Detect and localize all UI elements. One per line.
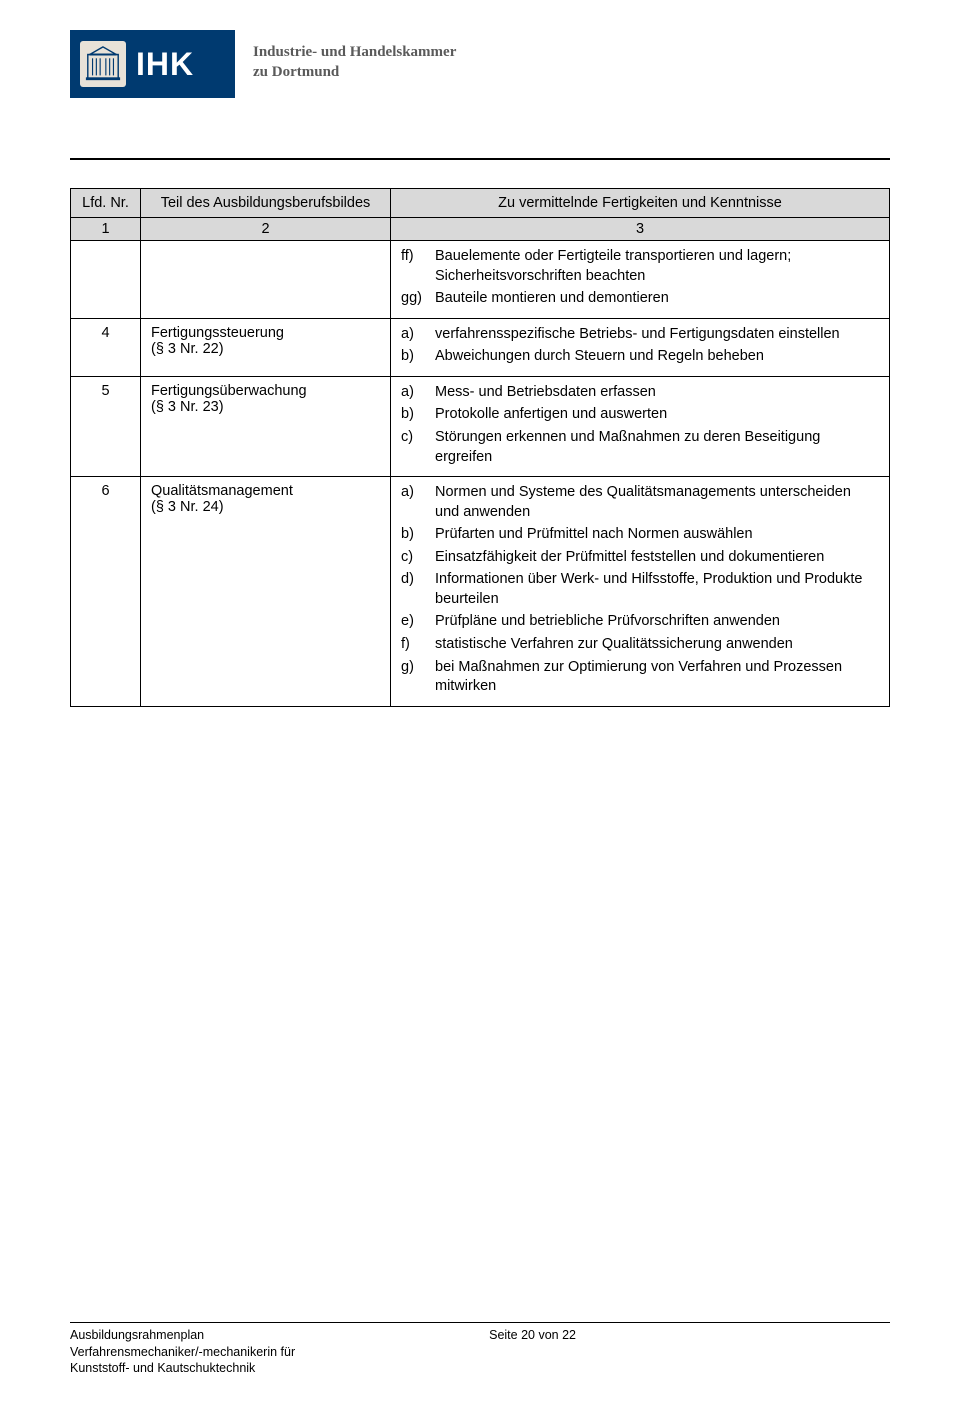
skill-label: b) (401, 525, 427, 545)
building-icon (80, 41, 126, 87)
skill-text: Mess- und Betriebsdaten erfassen (435, 383, 656, 403)
skill-item: b) Protokolle anfertigen und auswerten (401, 405, 879, 425)
footer-line2: Verfahrensmechaniker/-mechanikerin für (70, 1344, 295, 1360)
skill-text: Prüfarten und Prüfmittel nach Normen aus… (435, 525, 753, 545)
cell-skills: ff) Bauelemente oder Fertigteile transpor… (391, 241, 890, 319)
skill-item: d)Informationen über Werk- und Hilfsstof… (401, 570, 879, 609)
org-line2: zu Dortmund (253, 62, 456, 82)
skill-text: Abweichungen durch Steuern und Regeln be… (435, 347, 764, 367)
skill-item: gg) Bauteile montieren und demontieren (401, 289, 879, 309)
skill-text: Prüfpläne und betriebliche Prüfvorschrif… (435, 612, 780, 632)
skill-label: c) (401, 548, 427, 568)
cell-nr: 5 (71, 376, 141, 476)
skill-label: c) (401, 428, 427, 467)
skill-label: b) (401, 347, 427, 367)
skill-text: verfahrensspezifische Betriebs- und Fert… (435, 325, 840, 345)
footer-line1: Ausbildungsrahmenplan (70, 1327, 295, 1343)
th-nr: Lfd. Nr. (71, 189, 141, 218)
skill-label: ff) (401, 247, 427, 286)
th-teil: Teil des Ausbildungsberufsbildes (141, 189, 391, 218)
skill-item: b) Abweichungen durch Steuern und Regeln … (401, 347, 879, 367)
skill-label: a) (401, 483, 427, 522)
skill-text: statistische Verfahren zur Qualitätssich… (435, 635, 793, 655)
colnum-2: 2 (141, 218, 391, 241)
skill-item: f) statistische Verfahren zur Qualitätssi… (401, 635, 879, 655)
colnum-3: 3 (391, 218, 890, 241)
skill-label: a) (401, 383, 427, 403)
skill-text: bei Maßnahmen zur Optimierung von Verfah… (435, 658, 879, 697)
skill-item: c) Einsatzfähigkeit der Prüfmittel festst… (401, 548, 879, 568)
th-skills: Zu vermittelnde Fertigkeiten und Kenntni… (391, 189, 890, 218)
cell-nr: 6 (71, 477, 141, 707)
divider-bottom (70, 1322, 890, 1323)
skill-text: Normen und Systeme des Qualitätsmanageme… (435, 483, 879, 522)
skill-item: c)Störungen erkennen und Maßnahmen zu de… (401, 428, 879, 467)
cell-teil (141, 241, 391, 319)
skill-text: Bauteile montieren und demontieren (435, 289, 669, 309)
cell-nr (71, 241, 141, 319)
cell-teil: Qualitätsmanagement (§ 3 Nr. 24) (141, 477, 391, 707)
ihk-logo: IHK (70, 30, 235, 98)
cell-skills: a)Normen und Systeme des Qualitätsmanage… (391, 477, 890, 707)
skill-label: b) (401, 405, 427, 425)
skill-text: Einsatzfähigkeit der Prüfmittel feststel… (435, 548, 824, 568)
cell-skills: a) Mess- und Betriebsdaten erfassen b) Prot… (391, 376, 890, 476)
page-footer: Ausbildungsrahmenplan Verfahrensmechanik… (70, 1322, 890, 1376)
skill-item: a) Mess- und Betriebsdaten erfassen (401, 383, 879, 403)
cell-nr: 4 (71, 318, 141, 376)
org-name: Industrie- und Handelskammer zu Dortmund (253, 30, 456, 83)
curriculum-table: Lfd. Nr. Teil des Ausbildungsberufsbilde… (70, 188, 890, 707)
colnum-1: 1 (71, 218, 141, 241)
skill-label: d) (401, 570, 427, 609)
skill-label: g) (401, 658, 427, 697)
table-row: 6Qualitätsmanagement (§ 3 Nr. 24) a)Norme… (71, 477, 890, 707)
table-row: 5Fertigungsüberwachung (§ 3 Nr. 23) a) Mes… (71, 376, 890, 476)
cell-skills: a) verfahrensspezifische Betriebs- und Fe… (391, 318, 890, 376)
table-row: ff) Bauelemente oder Fertigteile transpor… (71, 241, 890, 319)
skill-text: Informationen über Werk- und Hilfsstoffe… (435, 570, 879, 609)
page-header: IHK Industrie- und Handelskammer zu Dort… (70, 30, 890, 98)
table-row: 4Fertigungssteuerung (§ 3 Nr. 22) a) verfa… (71, 318, 890, 376)
skill-text: Störungen erkennen und Maßnahmen zu dere… (435, 428, 879, 467)
skill-label: a) (401, 325, 427, 345)
page-number: Seite 20 von 22 (489, 1327, 576, 1376)
skill-text: Bauelemente oder Fertigteile transportie… (435, 247, 879, 286)
logo-text: IHK (136, 46, 194, 83)
org-line1: Industrie- und Handelskammer (253, 42, 456, 62)
skill-item: e) Prüfpläne und betriebliche Prüfvorschr… (401, 612, 879, 632)
cell-teil: Fertigungssteuerung (§ 3 Nr. 22) (141, 318, 391, 376)
skill-item: a)Normen und Systeme des Qualitätsmanage… (401, 483, 879, 522)
skill-label: f) (401, 635, 427, 655)
skill-item: ff) Bauelemente oder Fertigteile transpor… (401, 247, 879, 286)
divider-top (70, 158, 890, 160)
cell-teil: Fertigungsüberwachung (§ 3 Nr. 23) (141, 376, 391, 476)
footer-left: Ausbildungsrahmenplan Verfahrensmechanik… (70, 1327, 295, 1376)
skill-item: b) Prüfarten und Prüfmittel nach Normen a… (401, 525, 879, 545)
skill-label: e) (401, 612, 427, 632)
footer-line3: Kunststoff- und Kautschuktechnik (70, 1360, 295, 1376)
skill-text: Protokolle anfertigen und auswerten (435, 405, 667, 425)
skill-label: gg) (401, 289, 427, 309)
skill-item: a) verfahrensspezifische Betriebs- und Fe… (401, 325, 879, 345)
skill-item: g)bei Maßnahmen zur Optimierung von Verf… (401, 658, 879, 697)
